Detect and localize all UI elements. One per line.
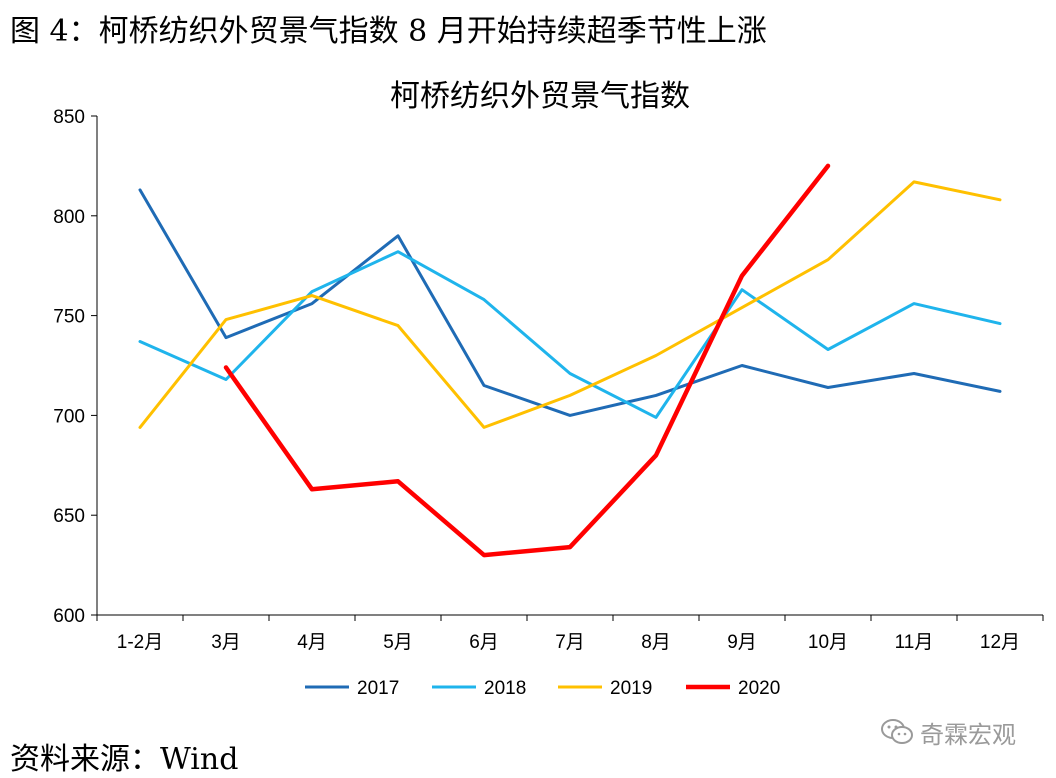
y-tick-label: 650 [53, 506, 85, 527]
y-tick-label: 750 [53, 307, 85, 328]
legend: 2017 2018 2019 2020 [305, 678, 780, 699]
y-tick-label: 700 [53, 406, 85, 427]
x-tick-label: 1-2月 [117, 632, 163, 653]
legend-label-2020: 2020 [738, 678, 780, 699]
watermark: 奇霖宏观 [880, 716, 1016, 748]
y-tick-label: 800 [53, 207, 85, 228]
source-note: 资料来源：Wind [10, 734, 238, 778]
chart-title: 柯桥纺织外贸景气指数 [390, 79, 690, 114]
series-line-2019 [140, 182, 1000, 428]
y-tick-label: 600 [53, 606, 85, 627]
y-tick-label: 850 [53, 107, 85, 128]
x-tick-label: 6月 [469, 632, 499, 653]
wechat-icon [880, 718, 914, 746]
legend-label-2018: 2018 [484, 678, 526, 699]
x-tick-label: 4月 [297, 632, 327, 653]
x-tick-label: 10月 [808, 632, 848, 653]
x-tick-label: 12月 [980, 632, 1020, 653]
legend-label-2019: 2019 [610, 678, 652, 699]
series-line-2017 [140, 190, 1000, 416]
x-tick-label: 5月 [383, 632, 413, 653]
series-lines [140, 166, 1000, 555]
watermark-text: 奇霖宏观 [920, 715, 1016, 750]
x-tick-label: 8月 [641, 632, 671, 653]
series-line-2018 [140, 252, 1000, 418]
x-tick-label: 9月 [727, 632, 757, 653]
x-tick-label: 7月 [555, 632, 585, 653]
series-line-2020 [226, 166, 828, 555]
legend-label-2017: 2017 [357, 678, 399, 699]
x-tick-label: 3月 [211, 632, 241, 653]
y-axis-ticks: 600 650 700 750 800 850 [53, 107, 97, 627]
x-tick-label: 11月 [895, 632, 934, 653]
x-axis-ticks: 1-2月 3月 4月 5月 6月 7月 8月 9月 10月 11月 12月 [97, 615, 1043, 653]
